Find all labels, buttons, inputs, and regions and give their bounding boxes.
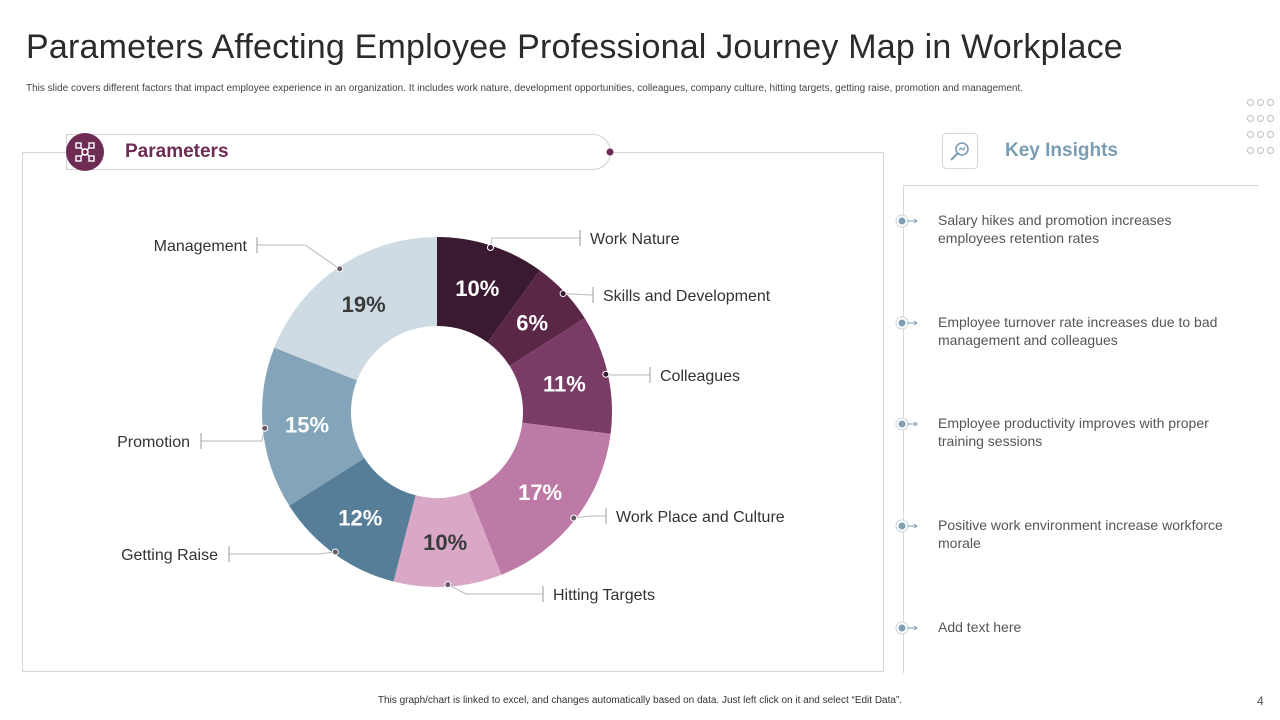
donut-chart[interactable]: 10% 6% 11% 17% 10% 12% 15% 19% Work Nature Skill… (0, 0, 900, 680)
callout-line (605, 373, 650, 376)
slice-category-label: Colleagues (660, 368, 740, 385)
callout-line (257, 244, 341, 270)
insight-marker-icon (895, 316, 918, 330)
slice-value-label: 10% (423, 530, 467, 555)
page-number: 4 (1257, 694, 1264, 708)
slide-subtitle: This slide covers different factors that… (26, 83, 1024, 94)
callout-dot (486, 243, 494, 251)
donut-slice-work-nature[interactable] (437, 237, 540, 343)
insights-top-divider (903, 185, 1259, 186)
insight-text: Employee productivity improves with prop… (938, 415, 1209, 449)
insight-marker-icon (895, 621, 918, 635)
footer-note: This graph/chart is linked to excel, and… (377, 695, 903, 706)
insight-marker-icon (895, 417, 918, 431)
callout-line (573, 515, 606, 519)
callout-dot (602, 370, 610, 378)
callout-dot (570, 514, 578, 522)
insight-text: Add text here (938, 619, 1022, 635)
header-end-dot (606, 148, 614, 156)
callout-dot (336, 265, 344, 273)
analytics-search-icon (942, 133, 978, 169)
network-settings-icon (66, 133, 104, 171)
callout-dot (261, 424, 269, 432)
insight-marker-icon (895, 214, 918, 228)
donut-slice-promotion[interactable] (262, 347, 365, 506)
slide-title: Parameters Affecting Employee Profession… (26, 28, 1123, 66)
slice-category-label: Work Nature (590, 231, 680, 248)
callout-line (229, 551, 336, 555)
donut-slice-work-place-and-culture[interactable] (468, 422, 611, 575)
callout-line (201, 428, 266, 442)
slice-value-label: 15% (285, 412, 329, 437)
insight-text: Salary hikes and promotion increases emp… (938, 212, 1172, 246)
callout-dot (331, 548, 339, 556)
donut-slice-getting-raise[interactable] (289, 458, 416, 582)
slice-category-label: Getting Raise (121, 547, 218, 564)
donut-slice-management[interactable] (274, 237, 437, 381)
slice-category-label: Work Place and Culture (616, 509, 785, 526)
slice-value-label: 11% (543, 372, 586, 397)
slice-value-label: 10% (455, 276, 499, 301)
slice-category-label: Skills and Development (603, 288, 771, 305)
parameters-heading: Parameters (125, 141, 229, 162)
insight-text: Employee turnover rate increases due to … (938, 314, 1218, 348)
insight-text: Positive work environment increase workf… (938, 517, 1223, 551)
slice-value-label: 17% (518, 480, 562, 505)
callout-dot (559, 290, 567, 298)
slice-category-label: Management (154, 238, 248, 255)
callout-dot (444, 581, 452, 589)
slice-category-label: Hitting Targets (553, 587, 655, 604)
donut-slice-hitting-targets[interactable] (393, 491, 502, 587)
insight-marker-icon (895, 519, 918, 533)
callout-line (563, 293, 593, 296)
decorative-dots-icon (1247, 99, 1280, 163)
callout-line (447, 584, 543, 595)
parameters-header-bar (66, 134, 611, 170)
donut-slice-colleagues[interactable] (509, 318, 612, 434)
callout-line (489, 237, 580, 248)
key-insights-heading: Key Insights (1005, 140, 1118, 161)
slice-category-label: Promotion (117, 434, 190, 451)
slice-value-label: 19% (342, 292, 386, 317)
slice-value-label: 12% (338, 506, 382, 531)
slice-value-label: 6% (516, 311, 548, 336)
